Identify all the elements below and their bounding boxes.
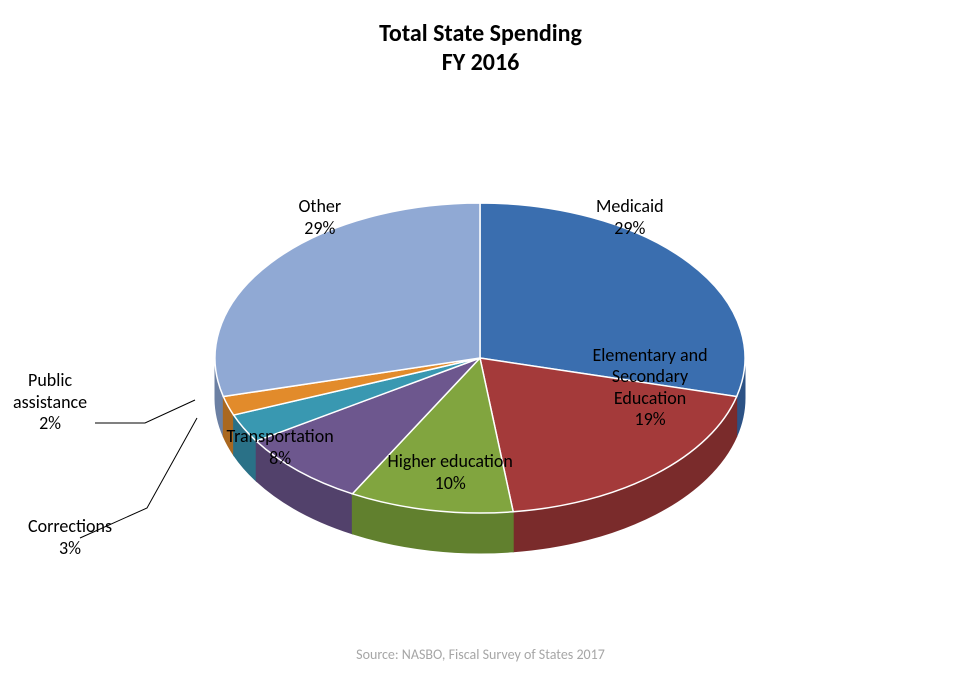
- slice-label-line: Medicaid: [596, 196, 664, 218]
- pie-chart: Medicaid29%Elementary andSecondaryEducat…: [0, 78, 961, 638]
- slice-label-line: Other: [299, 196, 342, 218]
- slice-label-line: 2%: [13, 413, 87, 435]
- slice-label: Elementary andSecondaryEducation19%: [593, 345, 708, 431]
- slice-label: Other29%: [299, 196, 342, 239]
- slice-label: Corrections3%: [28, 516, 112, 559]
- slice-label-line: Elementary and: [593, 345, 708, 367]
- slice-label-line: Education: [593, 388, 708, 410]
- chart-title-line2: FY 2016: [0, 49, 961, 78]
- chart-title-line1: Total State Spending: [0, 20, 961, 49]
- slice-label-line: Higher education: [388, 451, 513, 473]
- leader-line: [95, 400, 195, 423]
- slice-label: Medicaid29%: [596, 196, 664, 239]
- slice-label: Transportation8%: [227, 426, 334, 469]
- slice-label: Higher education10%: [388, 451, 513, 494]
- slice-label-line: 29%: [299, 218, 342, 240]
- slice-label-line: 29%: [596, 218, 664, 240]
- slice-label: Publicassistance2%: [13, 370, 87, 435]
- slice-label-line: Secondary: [593, 366, 708, 388]
- slice-label-line: 10%: [388, 473, 513, 495]
- slice-label-line: 8%: [227, 448, 334, 470]
- slice-label-line: Public: [13, 370, 87, 392]
- slice-label-line: 3%: [28, 538, 112, 560]
- slice-label-line: Corrections: [28, 516, 112, 538]
- slice-label-line: Transportation: [227, 426, 334, 448]
- source-text: Source: NASBO, Fiscal Survey of States 2…: [0, 646, 961, 663]
- slice-label-line: assistance: [13, 392, 87, 414]
- pie-svg: [0, 78, 961, 638]
- slice-label-line: 19%: [593, 409, 708, 431]
